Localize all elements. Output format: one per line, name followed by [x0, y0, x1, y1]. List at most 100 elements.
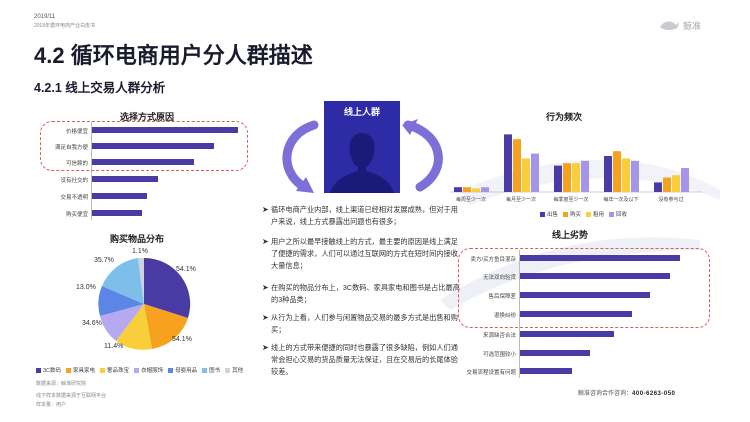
- pie-slice-luxury: [116, 304, 152, 350]
- cycle-arrow-right: [403, 120, 443, 192]
- frequency-category-label: 没有参与过: [658, 197, 684, 203]
- disadvantage-label: 来源缺否合法: [482, 333, 516, 339]
- pie-label: 34.6%: [82, 320, 102, 327]
- legend-item: 购买: [563, 210, 581, 218]
- pie-slice-3c: [144, 257, 191, 318]
- disadvantage-axis: [519, 250, 520, 378]
- frequency-bar: [513, 139, 521, 192]
- pie-legend: 3C数码 家具家电 奢品珠宝 衣帽服饰 母婴用品 图书 其他: [36, 366, 256, 374]
- purchase-pie-chart: [98, 257, 191, 350]
- reason-axis: [91, 122, 92, 220]
- reason-label: 满足自我方便: [54, 145, 88, 151]
- frequency-bar-chart: [450, 134, 702, 193]
- legend-item: 回收: [609, 210, 627, 218]
- chart-title-pie: 购买物品分布: [110, 234, 165, 244]
- online-user-label: 线上人群: [343, 107, 380, 117]
- frequency-bar: [522, 158, 530, 192]
- frequency-bar: [554, 165, 562, 192]
- legend-item: 出售: [540, 210, 558, 218]
- disadvantage-label: 退换纠纷: [493, 313, 516, 319]
- frequency-bar: [613, 151, 621, 192]
- frequency-category-label: 每年一次及以下: [603, 197, 639, 203]
- section-title: 4.2.1 线上交易人群分析: [34, 81, 166, 95]
- pie-slice-other: [138, 257, 144, 304]
- reason-bar: [92, 210, 142, 216]
- frequency-category-label: 每周至少一次: [455, 197, 486, 203]
- frequency-legend: 出售 购买 租用 回收: [540, 210, 632, 218]
- pie-slice-books: [102, 258, 144, 304]
- frequency-bar: [472, 188, 480, 192]
- disadvantage-bar: [520, 368, 572, 374]
- disadvantage-label: 无法双向验货: [482, 275, 516, 281]
- frequency-bar: [631, 160, 639, 192]
- bullet-item: ➤ 用户之所以最早接触线上的方式，最主要的原因是线上满足了便捷的需求，人们可以通过…: [262, 237, 458, 270]
- frequency-bar: [604, 156, 612, 192]
- footer-note-2: 样本量：用户: [36, 402, 67, 408]
- frequency-bar: [663, 177, 671, 192]
- arrow-head-left: [296, 177, 314, 193]
- frequency-bar: [504, 134, 512, 192]
- contact-prefix: 鲸准咨询合作咨询：: [578, 391, 633, 397]
- bullet-item: ➤ 线上的方式带来便捷的同时也暴露了很多缺陷，例如人们通常会担心交易的货品质量无法…: [262, 343, 458, 376]
- reason-bar: [92, 143, 214, 149]
- pie-slice-clothing: [100, 304, 144, 341]
- page-title: 4.2 循环电商用户分人群描述: [34, 43, 313, 68]
- frequency-bar: [672, 175, 680, 192]
- reason-label: 交易不透明: [60, 195, 88, 201]
- frequency-category-label: 每月至少一次: [505, 197, 536, 203]
- frequency-bar: [581, 160, 589, 192]
- whale-logo-icon: [660, 21, 679, 30]
- disadvantage-label: 交易流程设置有问题: [466, 370, 516, 376]
- legend-item: 奢品珠宝: [100, 366, 129, 374]
- reason-bar: [92, 159, 194, 165]
- frequency-bar: [481, 187, 489, 192]
- contact-line: 鲸准咨询合作咨询：400-6263-050: [578, 388, 675, 397]
- pie-label: 54.1%: [172, 336, 192, 343]
- pie-label: 35.7%: [94, 257, 114, 264]
- brand-logo-text: 鲸准: [683, 20, 702, 31]
- disadvantage-bar: [520, 331, 614, 337]
- frequency-bar: [454, 187, 462, 192]
- frequency-bar: [572, 163, 580, 192]
- pie-label: 1.1%: [132, 248, 148, 255]
- bullet-item: ➤ 从行为上看，人们参与闲置物品交易的最多方式是出售和购买；: [262, 313, 458, 334]
- source-note: 数据来源：鲸准研究院: [36, 381, 87, 387]
- person-silhouette-icon: [330, 133, 394, 193]
- brand-logo: 鲸准: [658, 18, 701, 32]
- legend-item: 其他: [225, 366, 243, 374]
- chart-title-frequency: 行为频次: [546, 112, 583, 122]
- frequency-bar: [622, 158, 630, 192]
- bullet-item: ➤ 循环电商产业内部，线上渠道已经相对发展成熟，但对于用户来说，线上方式暴露出问题…: [262, 205, 458, 226]
- frequency-category-label: 每季度至少一次: [553, 197, 589, 203]
- legend-item: 图书: [202, 366, 220, 374]
- reason-bar: [92, 193, 147, 199]
- frequency-bar: [563, 163, 571, 192]
- disadvantage-bar: [520, 273, 670, 279]
- pie-label: 11.4%: [104, 343, 124, 350]
- reason-label: 可信赖的: [65, 161, 88, 167]
- reason-highlight-box: [40, 121, 248, 171]
- pie-slice-baby: [98, 286, 144, 316]
- header-date: 2019/11: [34, 14, 56, 20]
- frequency-bar: [654, 182, 662, 192]
- legend-item: 家具家电: [66, 366, 95, 374]
- chart-title-reasons: 选择方式原因: [120, 112, 175, 122]
- reason-label: 购买便宜: [65, 212, 88, 218]
- reason-label: 没有社交的: [60, 178, 88, 184]
- bullet-item: ➤ 在购买的物品分布上，3C数码、家具家电和图书是占比最高的3种品类；: [262, 283, 460, 304]
- chart-title-disadvantages: 线上劣势: [552, 230, 589, 240]
- reason-label: 价格便宜: [65, 129, 88, 135]
- header-subtitle: 2019年循环电商产业白皮书: [34, 23, 96, 29]
- legend-item: 母婴用品: [168, 366, 197, 374]
- disadvantage-bar: [520, 350, 590, 356]
- pie-slice-appliance: [144, 304, 188, 349]
- disadvantage-label: 可选范围较小: [482, 352, 516, 358]
- disadvantage-bar: [520, 292, 650, 298]
- disadvantage-bar: [520, 255, 680, 261]
- pie-label: 54.1%: [176, 266, 196, 273]
- footer-note-1: 线下样本数据来源于互联网平台: [36, 393, 107, 399]
- disadvantage-bar: [520, 311, 632, 317]
- contact-number: 400-6263-050: [632, 391, 676, 397]
- frequency-bar: [463, 187, 471, 192]
